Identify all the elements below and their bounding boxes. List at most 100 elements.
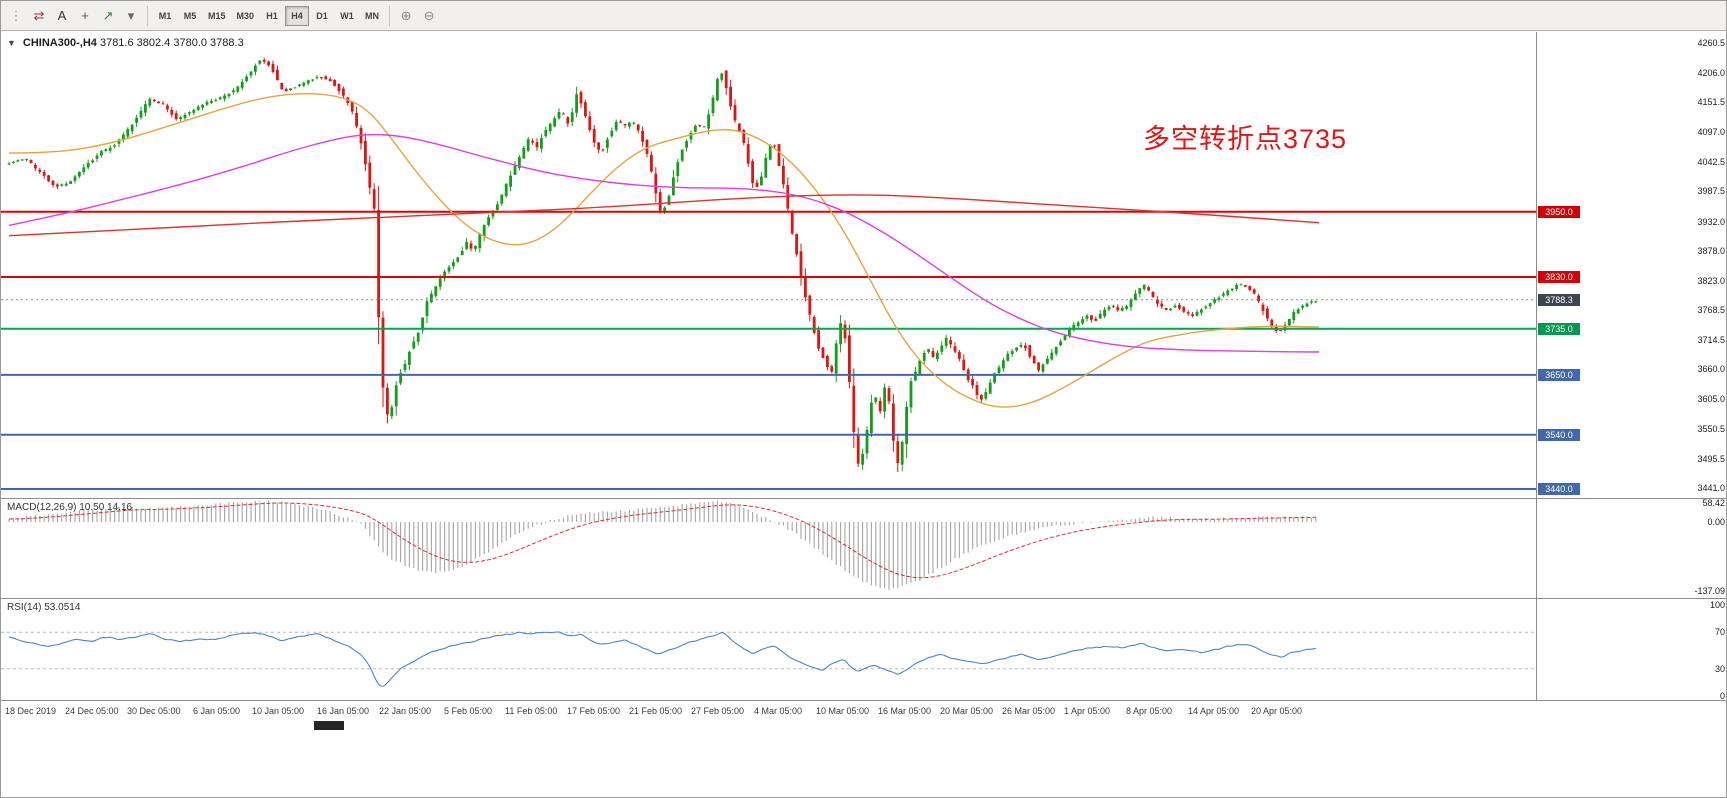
crosshair-icon[interactable]: + xyxy=(81,8,89,23)
time-axis-label: 21 Feb 05:00 xyxy=(629,706,683,716)
time-axis-label: 10 Jan 05:00 xyxy=(252,706,305,716)
price-tick-label: 3932.0 xyxy=(1697,217,1725,227)
time-axis-label: 20 Apr 05:00 xyxy=(1251,706,1303,716)
toolbar-separator xyxy=(147,5,148,26)
h-scrollbar-thumb[interactable] xyxy=(314,721,344,730)
toolbar-grip-icon[interactable]: ⋮ xyxy=(9,7,23,23)
time-axis-label: 6 Jan 05:00 xyxy=(193,706,241,716)
price-tick-label: 3878.0 xyxy=(1697,246,1725,256)
toolbar-icons-left: ⋮ ⇄ A + ↗ ▾ xyxy=(5,5,142,27)
price-tick-label: 3823.0 xyxy=(1697,276,1725,286)
time-axis-label: 30 Dec 05:00 xyxy=(127,706,181,716)
rsi-axis-label: 70 xyxy=(1714,627,1725,637)
price-tick-label: 3495.5 xyxy=(1697,454,1725,464)
timeframe-d1[interactable]: D1 xyxy=(316,10,328,21)
panel-separator[interactable] xyxy=(1,498,1726,499)
ohlc-values: 3781.6 3802.4 3780.0 3788.3 xyxy=(99,37,244,49)
ma-slow-red xyxy=(8,194,1320,237)
price-tick-label: 4097.0 xyxy=(1697,127,1725,137)
time-axis-label: 24 Dec 05:00 xyxy=(65,706,119,716)
price-tick-label: 4260.5 xyxy=(1697,38,1725,48)
chart-symbol-title: CHINA300-,H4 3781.6 3802.4 3780.0 3788.3 xyxy=(23,37,244,49)
toolbar-icons-right: ⊕ ⊖ xyxy=(395,5,440,27)
timeframe-m15[interactable]: M15 xyxy=(208,10,226,21)
price-line-badge-3735.0: 3735.0 xyxy=(1538,323,1580,335)
price-tick-label: 3987.5 xyxy=(1697,186,1725,196)
axis-border xyxy=(1536,32,1537,700)
chart-header: ▼ CHINA300-,H4 3781.6 3802.4 3780.0 3788… xyxy=(7,37,244,49)
timeframe-m30[interactable]: M30 xyxy=(236,10,255,21)
price-tick-label: 4206.0 xyxy=(1697,68,1725,78)
price-tick-label: 4042.5 xyxy=(1697,157,1725,167)
price-tick-label: 4151.5 xyxy=(1697,97,1725,107)
timeframe-m1[interactable]: M1 xyxy=(158,10,172,21)
price-tick-label: 3660.0 xyxy=(1697,364,1725,374)
time-axis-label: 26 Mar 05:00 xyxy=(1002,706,1056,716)
time-axis-label: 5 Feb 05:00 xyxy=(444,706,493,716)
price-line-badge-3830.0: 3830.0 xyxy=(1538,271,1580,283)
time-axis[interactable]: 18 Dec 2019 24 Dec 05:00 30 Dec 05:00 6 Jan… xyxy=(1,701,1536,720)
rsi-axis-label: 30 xyxy=(1714,664,1725,674)
price-tick-label: 3768.5 xyxy=(1697,305,1725,315)
price-line-badge-3440.0: 3440.0 xyxy=(1538,483,1580,495)
rsi-name: RSI(14) xyxy=(7,602,42,613)
draw-arrow-icon[interactable]: ↗ xyxy=(102,7,114,23)
zoom-out-icon[interactable]: ⊖ xyxy=(423,7,435,23)
time-axis-label: 1 Apr 05:00 xyxy=(1064,706,1111,716)
panel-separator[interactable] xyxy=(1,598,1726,599)
time-axis-label: 4 Mar 05:00 xyxy=(754,706,803,716)
rsi-axis-label: 0 xyxy=(1719,691,1725,701)
price-line-badge-3788.3: 3788.3 xyxy=(1538,294,1580,306)
rsi-axis-label: 100 xyxy=(1709,600,1725,610)
rsi-label: RSI(14) 53.0514 xyxy=(7,602,80,613)
timeframe-mn[interactable]: MN xyxy=(365,10,380,21)
timeframe-h4[interactable]: H4 xyxy=(285,5,310,26)
candles-layer xyxy=(7,57,1318,473)
timeframe-h1[interactable]: H1 xyxy=(266,10,278,21)
price-tick-label: 3441.0 xyxy=(1697,483,1725,493)
timeframe-m5[interactable]: M5 xyxy=(183,10,197,21)
time-axis-label: 18 Dec 2019 xyxy=(5,706,57,716)
main-price-chart[interactable] xyxy=(1,32,1536,498)
time-axis-label: 11 Feb 05:00 xyxy=(505,706,558,716)
timeframe-w1[interactable]: W1 xyxy=(340,10,354,21)
macd-indicator-panel[interactable] xyxy=(1,499,1536,598)
time-axis-label: 14 Apr 05:00 xyxy=(1188,706,1240,716)
macd-values: 10.50 14.16 xyxy=(79,502,133,513)
macd-axis-label: -137.09 xyxy=(1694,586,1725,596)
macd-name: MACD(12,26,9) xyxy=(7,502,77,513)
zoom-in-icon[interactable]: ⊕ xyxy=(400,7,412,23)
chart-annotation-text[interactable]: 多空转折点3735 xyxy=(1143,124,1348,154)
timeframe-bar: M1 M5 M15 M30 H1 H4 D1 W1 MN xyxy=(153,5,384,26)
toolbar: ⋮ ⇄ A + ↗ ▾ M1 M5 M15 M30 H1 H4 D1 W1 MN ⊕ ⊖ xyxy=(1,1,1726,31)
time-axis-label: 27 Feb 05:00 xyxy=(691,706,745,716)
rsi-indicator-panel[interactable] xyxy=(1,599,1536,700)
panel-separator xyxy=(1,700,1726,701)
time-axis-label: 20 Mar 05:00 xyxy=(940,706,994,716)
ma-fast-orange xyxy=(8,93,1320,408)
rsi-line xyxy=(8,631,1316,687)
price-tick-label: 3714.5 xyxy=(1697,335,1725,345)
macd-label: MACD(12,26,9) 10.50 14.16 xyxy=(7,502,132,513)
price-axis[interactable]: 4260.5 4206.0 4151.5 4097.0 4042.5 3987.5 3932… xyxy=(1537,32,1726,720)
new-order-icon[interactable]: ⇄ xyxy=(33,7,45,23)
dropdown-chevron-icon[interactable]: ▾ xyxy=(127,7,135,23)
time-axis-label: 10 Mar 05:00 xyxy=(816,706,870,716)
symbol-timeframe: CHINA300-,H4 xyxy=(22,37,97,49)
time-axis-label: 17 Feb 05:00 xyxy=(567,706,621,716)
rsi-value: 53.0514 xyxy=(44,602,81,613)
price-line-badge-3950.0: 3950.0 xyxy=(1538,206,1580,218)
time-axis-label: 8 Apr 05:00 xyxy=(1126,706,1173,716)
price-line-badge-3540.0: 3540.0 xyxy=(1538,429,1580,441)
text-annotation-icon[interactable]: A xyxy=(57,8,67,23)
macd-axis-label: 0.00 xyxy=(1707,517,1725,527)
price-tick-label: 3605.0 xyxy=(1697,394,1725,404)
chart-window: ▼ CHINA300-,H4 3781.6 3802.4 3780.0 3788… xyxy=(1,32,1726,720)
price-tick-label: 3550.5 xyxy=(1697,424,1725,434)
time-axis-label: 16 Jan 05:00 xyxy=(317,706,370,716)
toolbar-separator xyxy=(389,5,391,26)
time-axis-label: 22 Jan 05:00 xyxy=(379,706,432,716)
macd-axis-label: 58.42 xyxy=(1702,498,1725,508)
one-click-trading-toggle[interactable]: ▼ xyxy=(7,38,16,48)
